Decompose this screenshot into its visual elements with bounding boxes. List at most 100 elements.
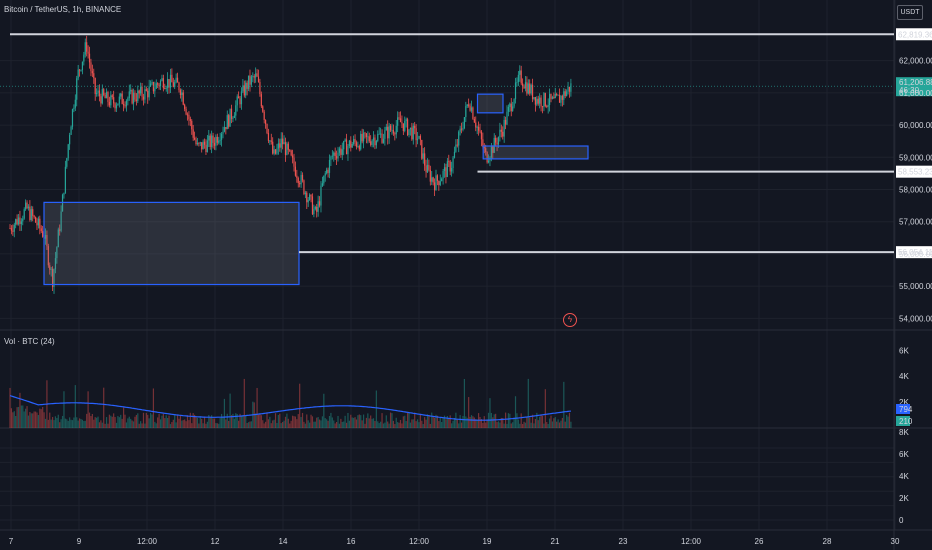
volume-bar: [425, 419, 427, 428]
candle-body: [453, 151, 456, 158]
candle-body: [12, 230, 14, 232]
volume-pane-title[interactable]: Vol · BTC (24): [4, 337, 55, 346]
volume-bar: [34, 411, 37, 428]
volume-bar: [70, 419, 72, 428]
volume-bar: [489, 398, 491, 428]
volume-bar: [361, 420, 363, 428]
volume-bar: [560, 420, 562, 428]
lightning-icon[interactable]: ϟ: [563, 313, 577, 327]
candle-body: [496, 142, 498, 145]
candle-body: [425, 165, 427, 173]
volume-bar: [250, 421, 252, 428]
volume-bar: [495, 413, 497, 428]
candle-body: [236, 96, 238, 106]
level-label-bg: [896, 28, 932, 41]
candle-body: [276, 148, 278, 154]
candle-body: [493, 137, 495, 153]
candle-body: [152, 82, 155, 92]
volume-bar: [266, 412, 268, 428]
volume-bar: [527, 378, 529, 428]
candle-body: [242, 85, 244, 92]
candle-body: [101, 89, 103, 104]
volume-bar: [184, 419, 186, 428]
candle-body: [357, 146, 359, 147]
volume-bar: [536, 412, 538, 428]
candle-body: [86, 42, 88, 52]
volume-bar: [236, 414, 238, 428]
candle-body: [340, 148, 342, 155]
volume-bar: [69, 417, 71, 428]
last-price-label: 61,206.88: [899, 78, 932, 87]
candle-body: [503, 119, 505, 137]
volume-bar: [128, 416, 130, 428]
volume-bar: [350, 414, 352, 428]
volume-bar: [442, 417, 444, 428]
volume-bar: [441, 421, 443, 428]
volume-bar: [556, 421, 558, 428]
volume-bar: [277, 415, 279, 428]
volume-bar: [216, 423, 218, 428]
volume-bar: [118, 417, 120, 428]
candle-body: [270, 140, 272, 142]
time-tick: 16: [347, 537, 356, 546]
currency-button[interactable]: USDT: [897, 5, 923, 20]
candle-body: [416, 138, 419, 141]
volume-bar: [402, 416, 404, 428]
zone-box: [43, 201, 300, 286]
volume-bar: [485, 422, 487, 428]
volume-bar: [256, 387, 258, 428]
candle-body: [478, 126, 480, 131]
candle-body: [451, 167, 453, 172]
volume-bar: [411, 419, 413, 428]
volume-bar: [297, 414, 299, 428]
candle-body: [331, 155, 333, 157]
volume-bar: [222, 417, 224, 428]
volume-bar: [20, 405, 22, 428]
volume-bar: [449, 415, 451, 428]
volume-bar: [267, 419, 270, 428]
time-tick: 21: [551, 537, 560, 546]
candle-body: [370, 141, 372, 145]
volume-bar: [124, 414, 126, 428]
candle-body: [328, 159, 331, 173]
candle-body: [475, 122, 477, 128]
volume-bar: [12, 412, 14, 428]
candle-body: [412, 125, 414, 140]
volume-bar: [316, 417, 318, 428]
candle-body: [296, 175, 298, 179]
volume-bar: [127, 418, 129, 428]
candle-body: [201, 142, 203, 150]
candle-body: [433, 182, 436, 191]
candle-body: [202, 141, 204, 150]
candle-body: [91, 71, 93, 74]
volume-bar: [125, 422, 128, 428]
symbol-title[interactable]: Bitcoin / TetherUS, 1h, BINANCE: [4, 5, 122, 14]
volume-bar: [172, 419, 174, 428]
volume-bar: [377, 421, 379, 428]
volume-bar: [424, 417, 426, 428]
candle-body: [459, 128, 461, 132]
candle-body: [344, 139, 346, 142]
volume-bar: [482, 422, 484, 428]
candle-body: [32, 209, 34, 216]
candle-body: [247, 75, 250, 89]
zone-box: [476, 93, 504, 114]
candle-body: [140, 86, 142, 94]
candle-body: [429, 169, 431, 182]
candle-body: [195, 139, 197, 145]
volume-bar: [110, 415, 112, 428]
volume-bar: [219, 417, 221, 428]
price-tick: 62,000.00: [899, 57, 932, 66]
volume-bar: [117, 416, 119, 428]
volume-bar: [67, 420, 69, 428]
candle-body: [78, 69, 81, 71]
candle-body: [534, 97, 536, 105]
candle-body: [87, 51, 89, 54]
candle-body: [63, 192, 65, 195]
volume-bar: [563, 381, 565, 428]
volume-bar: [558, 422, 561, 428]
volume-bar: [389, 412, 392, 428]
volume-bar: [169, 424, 172, 428]
candle-body: [191, 120, 193, 130]
